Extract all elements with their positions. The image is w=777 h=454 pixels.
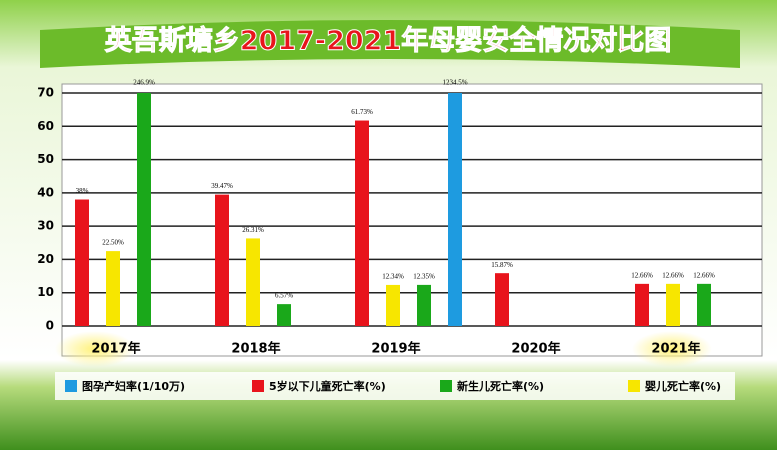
bar (697, 283, 711, 326)
bar (106, 251, 120, 326)
bar (215, 194, 229, 326)
data-label: 6.57% (275, 292, 293, 300)
x-tick-label: 2018年 (231, 341, 280, 357)
legend-label: 婴儿死亡率(%) (645, 379, 721, 393)
bar (448, 93, 462, 326)
bar (75, 199, 89, 326)
y-tick-label: 50 (37, 152, 54, 166)
data-label: 26.31% (242, 226, 264, 234)
bar (386, 284, 400, 326)
data-label: 12.66% (662, 271, 684, 279)
decor (632, 331, 712, 367)
bar (666, 283, 680, 326)
legend-swatch (252, 380, 264, 392)
bar (495, 273, 509, 326)
bar (137, 93, 151, 326)
bar (246, 238, 260, 326)
data-label: 38% (76, 187, 89, 195)
x-tick-label: 2021年 (651, 341, 700, 357)
data-label: 12.66% (693, 271, 715, 279)
legend-box (55, 372, 735, 400)
bar (355, 120, 369, 326)
legend-label: 图孕产妇率(1/10万) (82, 379, 185, 393)
bar (417, 284, 431, 326)
y-tick-label: 70 (37, 86, 54, 100)
title-band (40, 20, 740, 68)
y-tick-label: 30 (37, 219, 54, 233)
bar (635, 283, 649, 326)
plot-frame (61, 83, 763, 357)
y-tick-label: 40 (37, 185, 54, 199)
data-label: 246.9% (133, 79, 155, 87)
plot-area (75, 93, 711, 326)
data-label: 12.66% (631, 271, 653, 279)
decor (55, 331, 135, 367)
legend-label: 5岁以下儿童死亡率(%) (269, 379, 386, 393)
data-label: 39.47% (211, 182, 233, 190)
data-label: 1234.5% (442, 79, 467, 87)
legend-swatch (628, 380, 640, 392)
data-label: 12.35% (413, 273, 435, 281)
bar (277, 304, 291, 326)
y-tick-label: 60 (37, 119, 54, 133)
x-tick-label: 2019年 (371, 341, 420, 357)
x-tick-label: 2020年 (511, 341, 560, 357)
legend-label: 新生儿死亡率(%) (457, 379, 544, 393)
data-label: 61.73% (351, 108, 373, 116)
chart-title: 英吾斯塘乡2017-2021年母婴安全情况对比图 (105, 25, 672, 57)
data-label: 12.34% (382, 273, 404, 281)
data-label: 15.87% (491, 261, 513, 269)
y-tick-label: 20 (37, 252, 54, 266)
legend-swatch (440, 380, 452, 392)
y-tick-label: 0 (46, 319, 54, 333)
data-label: 22.50% (102, 239, 124, 247)
legend-swatch (65, 380, 77, 392)
x-tick-label: 2017年 (91, 341, 140, 357)
y-tick-label: 10 (37, 285, 54, 299)
